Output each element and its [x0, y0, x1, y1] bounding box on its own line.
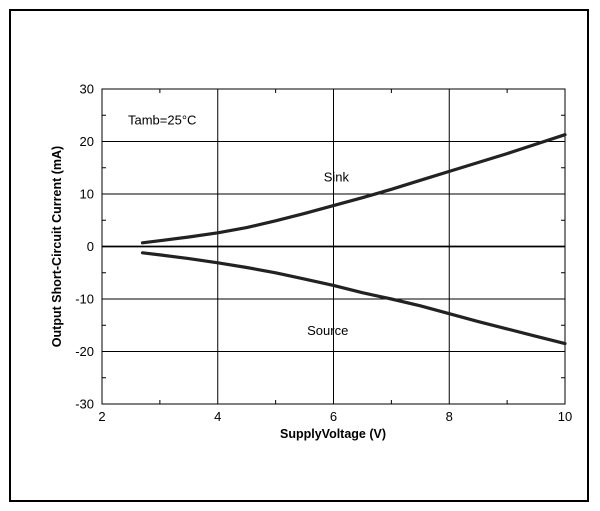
y-tick-labels: 30 20 10 0 -10 -20 -30: [75, 82, 94, 412]
chart-frame: [9, 9, 589, 502]
sink-label: Sink: [324, 169, 350, 184]
minor-ticks: [102, 89, 565, 404]
y-tick-label: -20: [75, 344, 94, 359]
y-tick-label: -10: [75, 292, 94, 307]
series-line-sink: [140, 133, 567, 245]
x-tick-label: 6: [330, 409, 337, 424]
series-line-source: [140, 251, 567, 346]
y-tick-label: 0: [87, 239, 94, 254]
series-layer: [140, 133, 567, 346]
x-axis-label: SupplyVoltage (V): [280, 427, 386, 441]
y-tick-label: 30: [80, 82, 94, 97]
y-tick-label: 10: [80, 187, 94, 202]
x-tick-label: 10: [558, 409, 572, 424]
y-tick-label: -30: [75, 397, 94, 412]
grid-lines: [102, 89, 565, 404]
x-tick-label: 2: [98, 409, 105, 424]
y-axis-label: Output Short-Circuit Current (mA): [50, 146, 64, 347]
x-tick-label: 8: [446, 409, 453, 424]
x-tick-label: 4: [214, 409, 221, 424]
condition-annotation: Tamb=25°C: [128, 113, 196, 128]
plot-area: [101, 88, 566, 405]
y-tick-label: 20: [80, 134, 94, 149]
x-tick-labels: 2 4 6 8 10: [98, 409, 572, 424]
source-label: Source: [307, 323, 348, 338]
